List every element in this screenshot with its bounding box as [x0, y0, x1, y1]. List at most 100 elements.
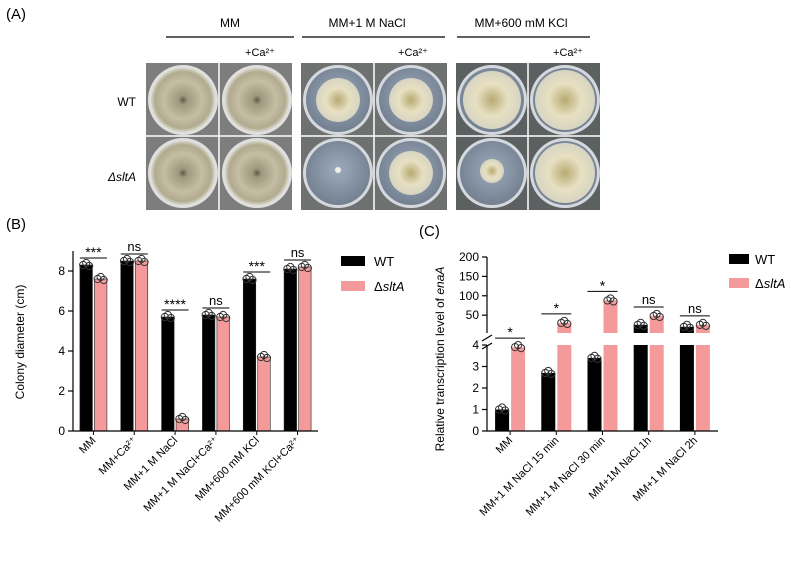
significance-label: ns [291, 245, 305, 260]
x-tick-label: MM [494, 435, 515, 456]
replicate-point [289, 265, 298, 275]
bar-wt [242, 278, 257, 432]
petri-plate [303, 65, 373, 135]
x-tick-label: MM+1 M NaCl 15 min [478, 435, 562, 519]
y-tick-label: 200 [459, 250, 479, 264]
replicate-point [636, 318, 645, 327]
bar-mutant [649, 315, 664, 431]
replicate-point [204, 308, 213, 318]
legend-swatch [341, 256, 365, 266]
replicate-point [652, 309, 661, 319]
replicate-point [655, 312, 664, 322]
condition-title: MM+1 M NaCl [328, 16, 405, 30]
replicate-point [517, 344, 526, 353]
legend-label: ΔsltA [374, 279, 404, 294]
petri-plate [457, 138, 527, 208]
significance-label: * [554, 300, 560, 316]
bar-mutant [134, 260, 149, 432]
petri-plate [530, 65, 600, 135]
petri-plate [148, 65, 218, 135]
y-tick-label: 3 [472, 360, 479, 374]
significance-label: * [600, 277, 606, 293]
y-tick-label: 2 [472, 381, 479, 395]
panel-b-label: (B) [6, 216, 26, 233]
y-tick-label: 50 [466, 308, 480, 322]
replicate-point [514, 341, 523, 350]
condition-title: MM+600 mM KCl [474, 16, 567, 30]
replicate-point [125, 257, 135, 267]
x-tick-label: MM+Ca²⁺ [97, 434, 140, 477]
bar-wt [679, 326, 694, 431]
panel-b-chart: (B) Colony diameter (cm) *** ns **** ns *** n… [6, 216, 404, 525]
bar-mutant [298, 266, 312, 432]
petri-plate [376, 138, 446, 208]
petri-plate [530, 138, 600, 208]
y-tick-label: 0 [472, 424, 479, 438]
y-axis-label-text: Relative transcription level of [433, 295, 447, 452]
bar-wt [587, 357, 602, 431]
replicate-point [96, 272, 105, 282]
bar-wt [495, 409, 510, 431]
replicate-point [137, 254, 146, 264]
y-tick-label: 8 [58, 264, 65, 278]
replicate-point [262, 353, 272, 363]
y-tick-label: 0 [58, 424, 65, 438]
petri-plate [376, 65, 446, 135]
replicate-point [85, 261, 94, 271]
replicate-point [303, 263, 312, 273]
replicate-point [560, 316, 569, 326]
replicate-point [181, 415, 190, 425]
replicate-point [685, 323, 695, 332]
bar-mutant [695, 324, 710, 431]
x-tick-label: MM+1 M NaCl 30 min [524, 435, 608, 519]
replicate-point [606, 294, 615, 303]
replicate-point [593, 354, 602, 363]
legend: WT ΔsltA [729, 252, 785, 291]
replicate-point [166, 313, 175, 323]
legend-label: WT [755, 252, 775, 267]
legend: WT ΔsltA [341, 254, 404, 294]
y-axis-label: Relative transcription level of enaA [433, 267, 447, 452]
bar-mutant [216, 316, 230, 432]
bar-mutant [257, 356, 271, 432]
panel-c-chart: (C) Relative transcription level of enaA… [419, 223, 785, 519]
y-tick-label: 6 [58, 304, 65, 318]
y-tick-label: 100 [459, 289, 479, 303]
replicate-point [286, 262, 295, 272]
replicate-point [547, 369, 556, 379]
y-tick-label: 4 [472, 338, 479, 352]
replicate-point [259, 350, 269, 360]
replicate-point [698, 318, 708, 327]
significance-label: *** [85, 244, 102, 260]
significance-label: * [507, 324, 513, 340]
legend-swatch [729, 278, 749, 288]
bar-mutant [557, 322, 572, 431]
legend-swatch [341, 281, 365, 291]
legend-label: ΔsltA [755, 276, 785, 291]
replicate-point [498, 403, 507, 412]
petri-plate [148, 138, 218, 208]
replicate-point [99, 275, 108, 285]
replicate-point [219, 310, 228, 320]
bar-wt [541, 372, 556, 431]
replicate-point [207, 311, 216, 321]
replicate-point [82, 258, 91, 268]
panel-a-label: (A) [6, 6, 26, 23]
ca-label: +Ca²⁺ [553, 47, 583, 59]
replicate-point [248, 275, 257, 285]
replicate-point [222, 313, 231, 323]
y-axis-label: Colony diameter (cm) [13, 285, 27, 400]
x-tick-label: MM+600 mM KCl+Ca²⁺ [213, 435, 303, 525]
y-tick-label: 1 [472, 403, 479, 417]
bar-wt [161, 316, 175, 432]
x-tick-label: MM+1 M NaCl+Ca²⁺ [141, 434, 221, 514]
significance-label: ns [688, 301, 702, 316]
significance-label: **** [164, 296, 186, 312]
x-tick-label: MM [77, 435, 98, 456]
replicate-point [300, 260, 309, 270]
petri-plate [457, 65, 527, 135]
bar-mutant [603, 300, 618, 431]
row-label-wt: WT [117, 95, 136, 109]
bar-wt [79, 264, 93, 432]
legend-label: WT [374, 254, 394, 269]
